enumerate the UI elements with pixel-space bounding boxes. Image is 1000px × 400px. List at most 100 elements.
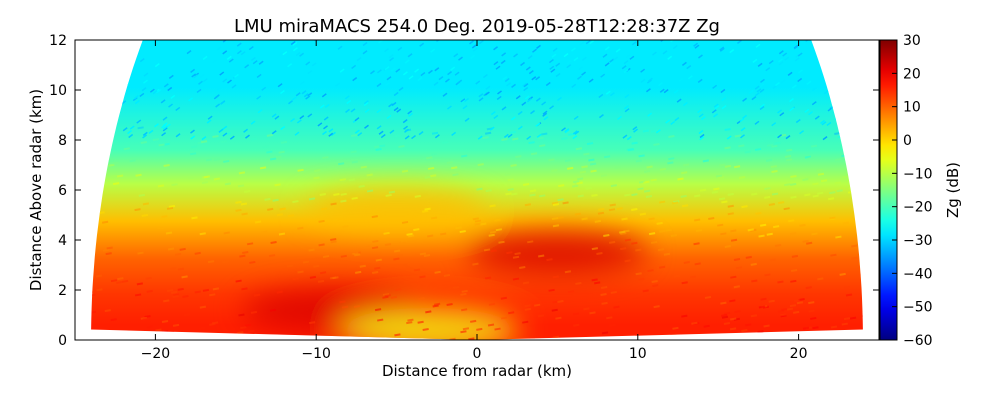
sparse-echo: [566, 64, 572, 69]
streak: [804, 193, 811, 197]
streak: [427, 234, 434, 238]
sparse-echo: [640, 68, 646, 73]
streak: [631, 207, 638, 211]
streak: [116, 280, 123, 284]
streak: [680, 194, 687, 198]
streak: [495, 228, 503, 232]
streak: [489, 204, 496, 208]
sparse-echo: [407, 110, 413, 115]
streak: [484, 276, 492, 280]
streak: [374, 308, 382, 312]
streak: [721, 315, 729, 319]
streak: [155, 328, 162, 332]
streak: [339, 178, 346, 182]
sparse-echo: [564, 129, 570, 134]
sparse-echo: [154, 62, 160, 68]
sparse-echo: [161, 132, 167, 137]
sparse-echo: [231, 84, 237, 89]
streak: [177, 267, 185, 271]
streak: [313, 264, 320, 268]
sparse-echo: [219, 71, 225, 76]
streak: [524, 304, 531, 308]
streak: [398, 145, 405, 148]
sparse-echo: [364, 108, 370, 113]
sparse-echo: [434, 134, 440, 139]
sparse-echo: [470, 54, 476, 59]
streak: [138, 193, 145, 197]
sparse-echo: [411, 134, 416, 140]
streak: [318, 243, 325, 247]
streak: [146, 289, 153, 293]
streak: [512, 255, 520, 259]
streak: [476, 187, 483, 191]
streak: [766, 232, 773, 236]
streak: [514, 252, 521, 256]
sparse-echo: [777, 109, 783, 114]
sparse-echo: [729, 48, 735, 54]
streak: [308, 321, 316, 325]
streak: [720, 232, 727, 236]
sparse-echo: [523, 86, 529, 92]
streak: [780, 314, 787, 318]
sparse-echo: [497, 90, 502, 95]
streak: [428, 166, 435, 170]
streak: [137, 126, 144, 130]
streak: [371, 271, 379, 274]
sparse-echo: [548, 72, 554, 77]
streak: [730, 229, 737, 233]
sparse-echo: [528, 70, 534, 75]
sparse-echo: [460, 98, 466, 103]
sparse-echo: [384, 48, 389, 53]
streak: [441, 140, 449, 144]
streak: [845, 293, 853, 297]
sparse-echo: [408, 75, 414, 80]
streak: [431, 152, 438, 156]
streak: [157, 226, 164, 230]
streak: [222, 260, 229, 264]
sparse-echo: [721, 105, 727, 110]
sparse-echo: [346, 99, 352, 105]
streak: [223, 231, 230, 235]
streak: [720, 313, 728, 317]
streak: [240, 202, 248, 206]
sparse-echo: [522, 82, 528, 87]
streak: [200, 140, 208, 144]
streak: [177, 287, 184, 291]
sparse-echo: [386, 114, 392, 120]
streak: [715, 174, 723, 178]
sparse-echo: [299, 52, 305, 57]
sparse-echo: [478, 97, 484, 102]
reflectivity-features: [242, 188, 648, 340]
sparse-echo: [162, 127, 168, 132]
sparse-echo: [222, 40, 228, 43]
colorbar-tick-label: −40: [903, 266, 933, 282]
streak: [459, 230, 466, 234]
sparse-echo: [507, 133, 513, 138]
sparse-echo: [672, 44, 678, 50]
streak: [395, 288, 402, 292]
y-tick-label: 4: [58, 233, 67, 249]
streak: [423, 254, 431, 258]
sparse-echo: [501, 52, 507, 57]
streak: [136, 282, 144, 286]
sparse-echo: [755, 43, 761, 48]
streak: [246, 242, 254, 246]
streak: [723, 322, 731, 326]
sparse-echo: [779, 112, 785, 117]
streak: [96, 288, 103, 292]
streak: [104, 309, 111, 313]
streak: [812, 326, 819, 330]
streak: [440, 232, 447, 236]
streak: [576, 177, 584, 181]
streak: [717, 176, 725, 180]
sparse-echo: [657, 82, 663, 87]
streak: [668, 135, 675, 139]
streak: [430, 216, 438, 220]
sparse-echo: [501, 43, 507, 48]
sparse-echo: [613, 56, 619, 61]
streak: [170, 290, 178, 294]
sparse-echo: [404, 128, 409, 133]
sparse-echo: [712, 84, 718, 89]
streak: [631, 193, 638, 197]
streak: [548, 158, 555, 162]
